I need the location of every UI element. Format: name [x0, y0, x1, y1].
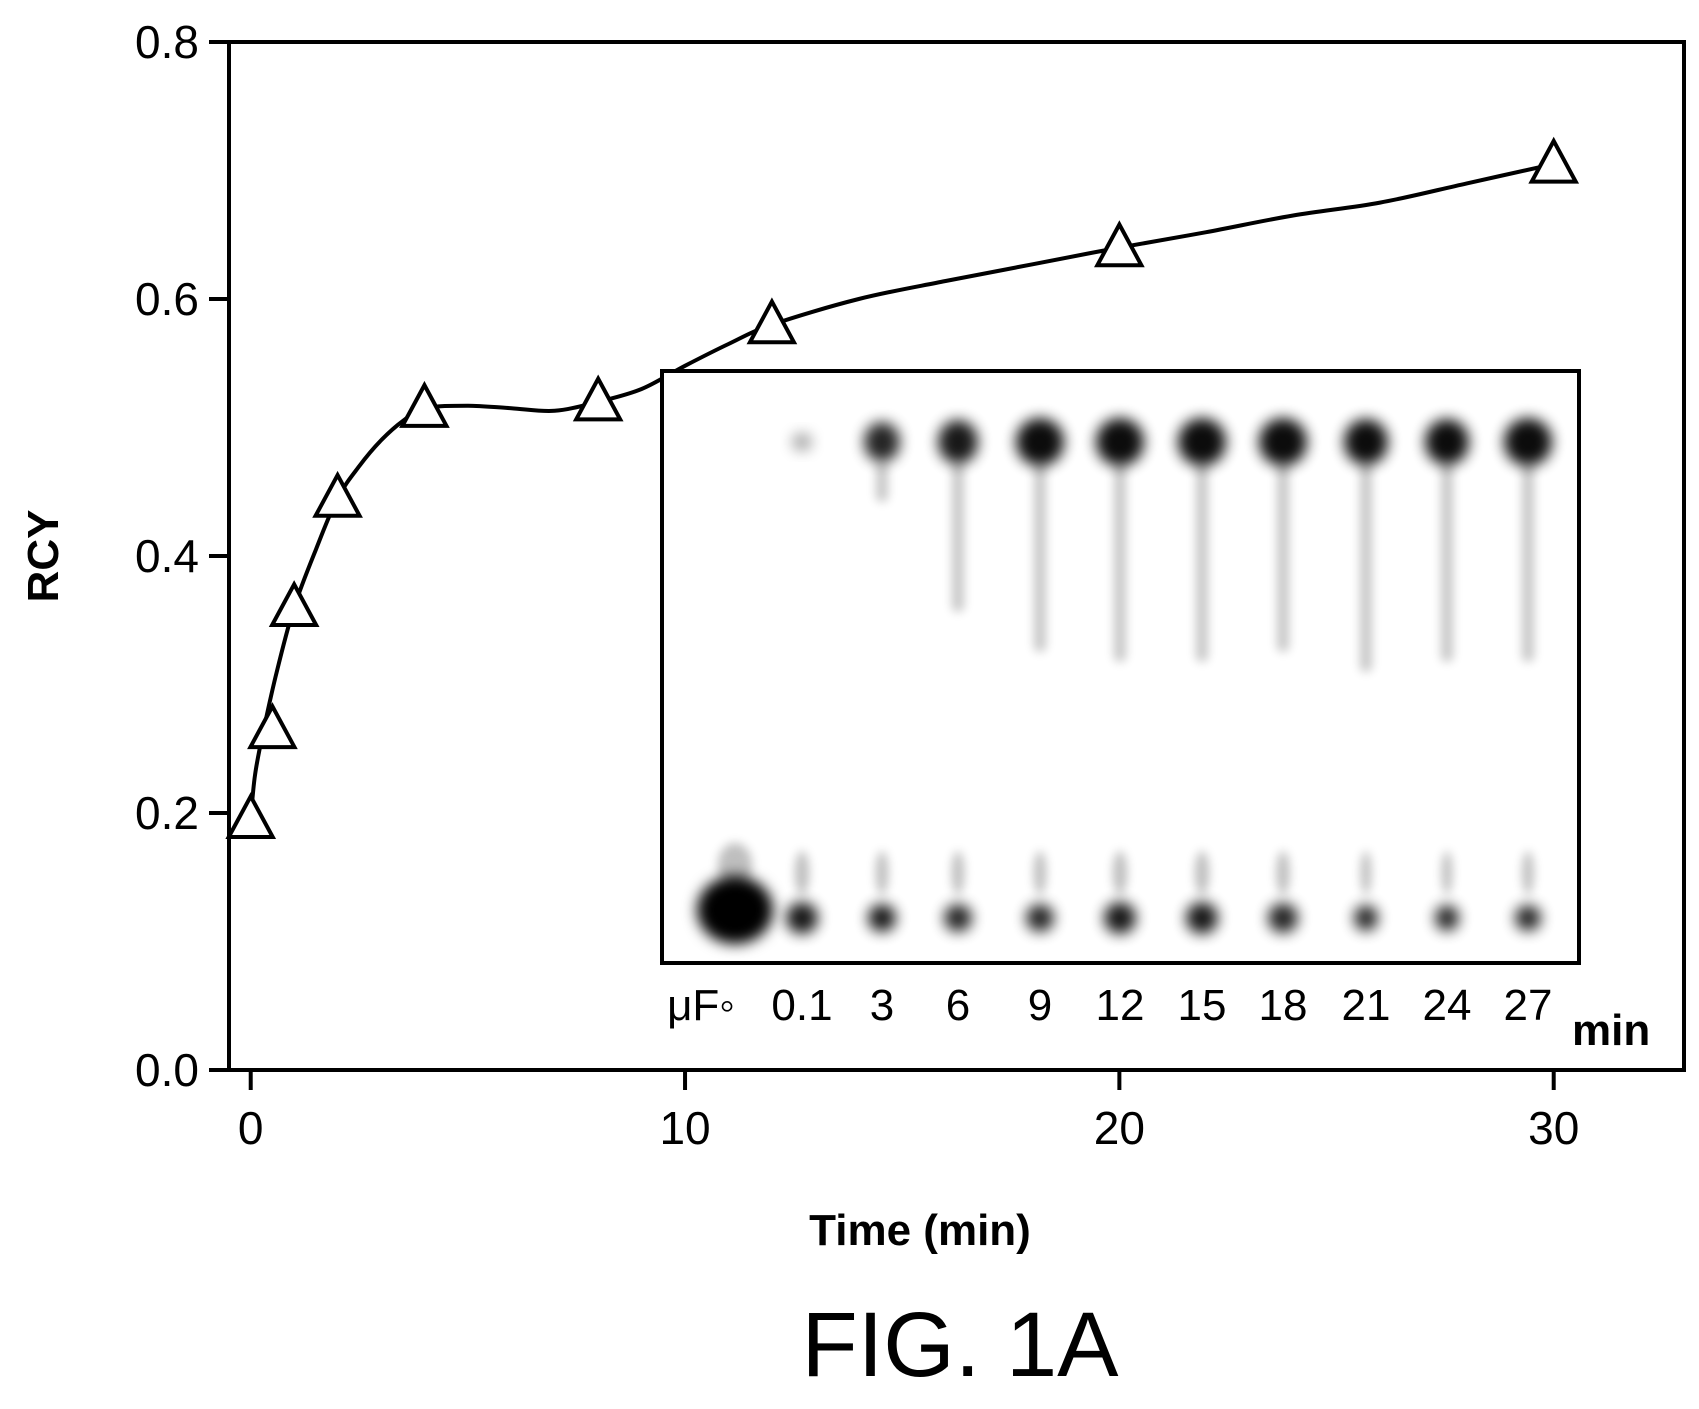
tlc-bottom-spot — [1026, 904, 1054, 932]
tlc-top-spot — [1259, 418, 1307, 466]
tlc-top-spot — [792, 433, 812, 451]
tlc-origin-streak — [875, 851, 889, 895]
tlc-streak — [1522, 462, 1534, 662]
data-curve — [248, 162, 1555, 820]
tlc-origin-streak — [1112, 851, 1128, 895]
x-tick-label: 10 — [659, 1102, 710, 1154]
tlc-streak — [1441, 462, 1453, 662]
tlc-top-spot — [1178, 418, 1226, 466]
data-markers — [225, 136, 1580, 840]
y-tick-label: 0.0 — [135, 1044, 199, 1096]
tlc-bottom-spot — [1515, 905, 1541, 931]
tlc-top-spot — [1344, 419, 1388, 465]
y-tick-label: 0.6 — [135, 273, 199, 325]
tlc-top-spot — [1096, 418, 1144, 466]
tlc-lane-label: 12 — [1096, 981, 1145, 1030]
x-tick-label: 20 — [1094, 1102, 1145, 1154]
tlc-bottom-spot — [697, 876, 773, 944]
tlc-lane-label: 3 — [870, 981, 894, 1030]
tlc-streak — [1360, 462, 1372, 672]
tlc-streak — [1196, 462, 1208, 662]
y-tick-label: 0.8 — [135, 16, 199, 68]
tlc-lane-label: 21 — [1342, 981, 1391, 1030]
data-point-triangle — [746, 297, 798, 345]
tlc-lane-label: 15 — [1178, 981, 1227, 1030]
tlc-bottom-spot — [1354, 905, 1378, 931]
tlc-bottom-spot — [786, 902, 818, 934]
tlc-streak — [952, 462, 964, 612]
data-point-triangle — [572, 374, 624, 422]
data-point-triangle — [1094, 220, 1145, 268]
tlc-streak — [1114, 462, 1126, 662]
tlc-origin-streak — [1276, 851, 1290, 895]
tlc-bottom-spot — [1268, 903, 1298, 933]
y-tick-label: 0.4 — [135, 530, 199, 582]
tlc-streak — [1277, 462, 1289, 652]
data-point-triangle — [399, 380, 450, 428]
y-axis: 0.0 0.2 0.4 0.6 0.8 — [135, 16, 229, 1096]
tlc-unit-label: min — [1572, 1006, 1650, 1055]
tlc-lane-label: 24 — [1423, 981, 1472, 1030]
data-point-triangle — [1528, 136, 1580, 184]
data-point-triangle — [268, 580, 320, 627]
tlc-lane-label: μF◦ — [667, 981, 735, 1030]
tlc-origin-streak — [1441, 851, 1453, 895]
figure-caption: FIG. 1A — [802, 1294, 1120, 1396]
tlc-streak — [1034, 462, 1046, 652]
tlc-origin-streak — [794, 851, 810, 895]
tlc-lane-labels: μF◦ 0.1 3 6 9 12 15 18 21 24 27 — [667, 981, 1552, 1030]
tlc-top-spot — [938, 420, 978, 464]
tlc-origin-streak — [951, 851, 965, 895]
x-axis: 0 10 20 30 — [238, 1070, 1579, 1154]
tlc-top-spot — [1016, 418, 1064, 466]
x-axis-title: Time (min) — [809, 1206, 1031, 1255]
x-tick-label: 30 — [1528, 1102, 1579, 1154]
tlc-origin-streak — [1522, 851, 1534, 895]
tlc-lane-label: 9 — [1028, 981, 1052, 1030]
tlc-origin-streak — [1194, 851, 1210, 895]
y-tick-label: 0.2 — [135, 787, 199, 839]
tlc-top-spot — [1425, 419, 1469, 465]
tlc-spots — [697, 418, 1552, 944]
tlc-top-spot — [864, 422, 900, 462]
tlc-lane-label: 0.1 — [771, 981, 832, 1030]
tlc-bottom-spot — [1186, 902, 1218, 934]
tlc-lane-label: 18 — [1259, 981, 1308, 1030]
tlc-bottom-spot — [944, 904, 972, 932]
tlc-lane-label: 6 — [946, 981, 970, 1030]
tlc-bottom-spot — [868, 904, 896, 932]
data-point-triangle — [247, 702, 298, 750]
tlc-origin-streak — [1033, 851, 1047, 895]
tlc-streak — [876, 462, 888, 502]
tlc-bottom-spot — [1435, 905, 1459, 931]
data-point-triangle — [225, 792, 277, 840]
y-axis-title: RCY — [19, 510, 68, 603]
x-tick-label: 0 — [238, 1102, 264, 1154]
tlc-lane-label: 27 — [1504, 981, 1553, 1030]
tlc-inset: μF◦ 0.1 3 6 9 12 15 18 21 24 27 min — [660, 369, 1650, 1055]
tlc-origin-streak — [717, 843, 753, 887]
data-point-triangle — [312, 470, 363, 518]
tlc-origin-streak — [1360, 851, 1372, 895]
tlc-bottom-spot — [1104, 902, 1136, 934]
tlc-top-spot — [1504, 418, 1552, 466]
